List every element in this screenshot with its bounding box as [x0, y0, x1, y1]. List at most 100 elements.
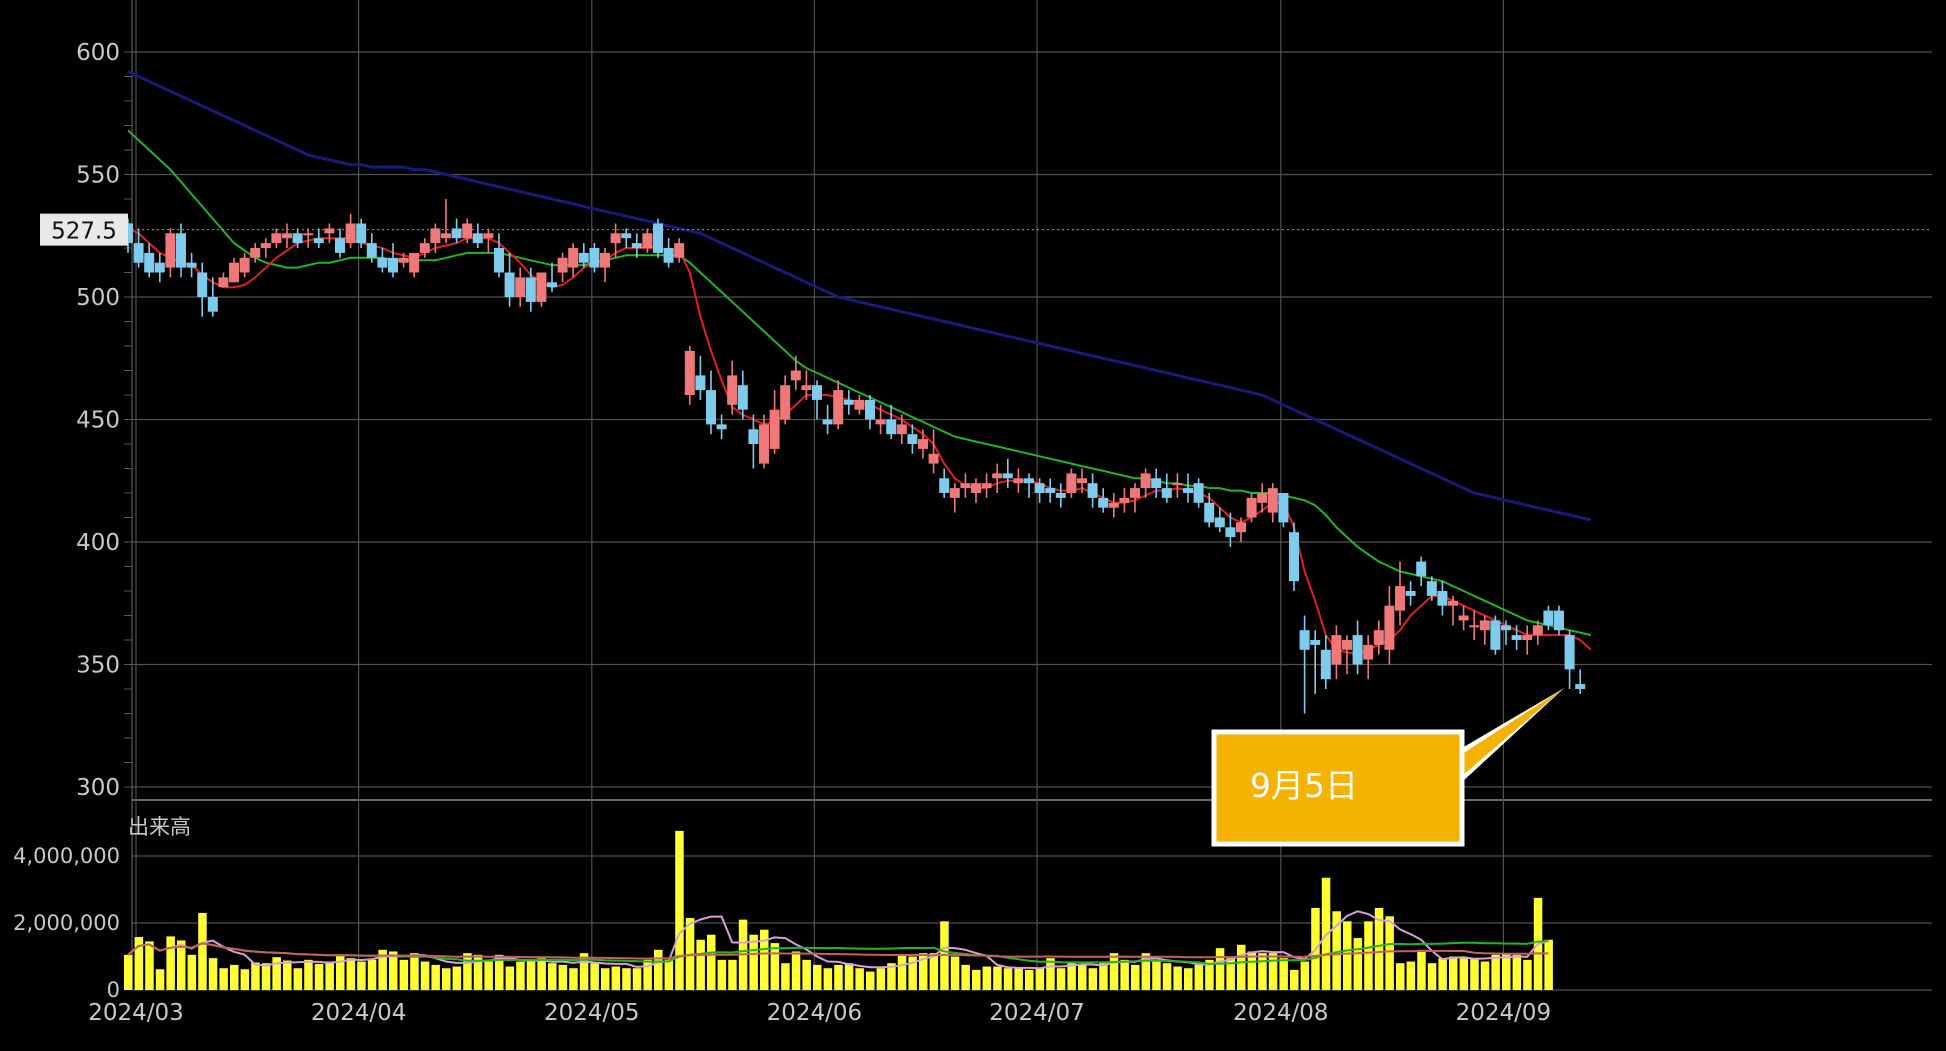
candlestick	[833, 380, 844, 430]
candle-body	[547, 282, 557, 288]
candlestick	[239, 252, 250, 278]
price-y-axis: 600 550 500 450 400 350 300	[76, 0, 133, 990]
candle-body	[335, 238, 345, 253]
x-tick-label: 2024/09	[1456, 1000, 1552, 1026]
candlestick	[462, 218, 473, 244]
volume-bar	[1406, 961, 1416, 990]
volume-bar	[516, 961, 525, 990]
volume-bar	[781, 963, 790, 990]
candle-body	[1087, 483, 1098, 498]
candle-body	[366, 243, 377, 258]
candle-body	[271, 233, 282, 244]
candlestick	[398, 252, 409, 268]
volume-bar	[696, 939, 705, 990]
candlestick	[260, 238, 271, 258]
candlestick	[536, 272, 547, 307]
volume-bar	[261, 963, 271, 990]
candlestick	[907, 424, 918, 454]
candlestick	[1278, 493, 1289, 528]
candle-body	[176, 233, 186, 268]
volume-bar	[1417, 949, 1426, 990]
x-tick-label: 2024/03	[88, 1000, 184, 1026]
candlestick	[1108, 493, 1119, 518]
candlestick	[674, 238, 685, 263]
volume-bar	[1364, 921, 1373, 990]
volume-bar	[1438, 958, 1447, 990]
candlestick	[716, 414, 727, 440]
volume-bar	[1237, 944, 1246, 990]
volume-bar	[1162, 963, 1172, 990]
candle-body	[780, 385, 791, 420]
volume-bar	[336, 954, 345, 990]
volume-bar	[749, 934, 758, 990]
volume-bar	[325, 961, 334, 990]
candlestick	[451, 218, 462, 244]
candle-body	[419, 243, 430, 253]
volume-bar	[1512, 954, 1522, 990]
candlestick	[1013, 468, 1024, 493]
x-tick-label: 2024/06	[767, 1000, 863, 1026]
current-price-label: 527.5	[51, 219, 117, 245]
candle-body	[907, 434, 918, 444]
volume-bar	[1470, 958, 1479, 990]
volume-bar	[855, 968, 864, 990]
volume-bar	[1025, 969, 1034, 990]
volume-bar	[876, 968, 886, 990]
candle-body	[812, 385, 822, 400]
volume-bar	[601, 968, 610, 990]
candle-body	[165, 233, 176, 268]
candle-body	[536, 272, 547, 302]
candlestick	[335, 228, 345, 258]
candle-body	[1416, 561, 1427, 577]
candle-body	[250, 248, 261, 258]
volume-bar	[961, 964, 970, 990]
candle-body	[642, 233, 653, 248]
candle-body	[441, 233, 451, 239]
volume-bar	[1544, 939, 1553, 990]
candlestick	[494, 233, 504, 278]
candle-body	[589, 248, 600, 268]
candlestick	[483, 228, 494, 253]
candlestick	[1554, 605, 1564, 636]
volume-bar	[219, 968, 228, 990]
candle-body	[504, 272, 515, 297]
candlestick	[653, 218, 663, 258]
candlestick	[1320, 635, 1331, 689]
candlestick	[313, 228, 324, 248]
volume-bar	[770, 943, 780, 990]
candle-body	[1437, 591, 1448, 606]
candle-body	[695, 375, 706, 391]
candlestick	[1469, 610, 1480, 640]
volume-bar	[134, 937, 144, 990]
candle-body	[260, 243, 271, 248]
volume-bar	[495, 954, 504, 990]
volume-bar	[1067, 963, 1076, 990]
candlestick	[1183, 473, 1193, 503]
candlestick	[1342, 635, 1352, 675]
volume-bar	[410, 953, 419, 990]
candle-body	[451, 228, 462, 239]
candlestick	[1214, 507, 1225, 533]
candle-body	[822, 419, 833, 425]
candlestick	[896, 414, 907, 444]
candle-body	[769, 409, 780, 449]
candlestick	[1479, 615, 1490, 645]
candle-body	[960, 483, 971, 489]
candlestick	[1119, 488, 1130, 513]
candle-body	[1320, 649, 1331, 680]
x-tick-label: 2024/07	[989, 1000, 1085, 1026]
candlestick	[345, 213, 356, 248]
volume-bar	[950, 956, 960, 990]
candlestick	[504, 252, 515, 307]
candlestick	[1543, 605, 1554, 631]
candlestick	[388, 243, 398, 278]
callout-pointer	[1462, 688, 1565, 776]
candle-body	[197, 272, 208, 297]
candle-body	[1204, 502, 1215, 523]
volume-bar	[548, 963, 557, 990]
volume-bar	[1268, 953, 1278, 990]
candlestick	[218, 272, 229, 288]
volume-bar	[887, 963, 896, 990]
candlestick	[1161, 473, 1172, 503]
